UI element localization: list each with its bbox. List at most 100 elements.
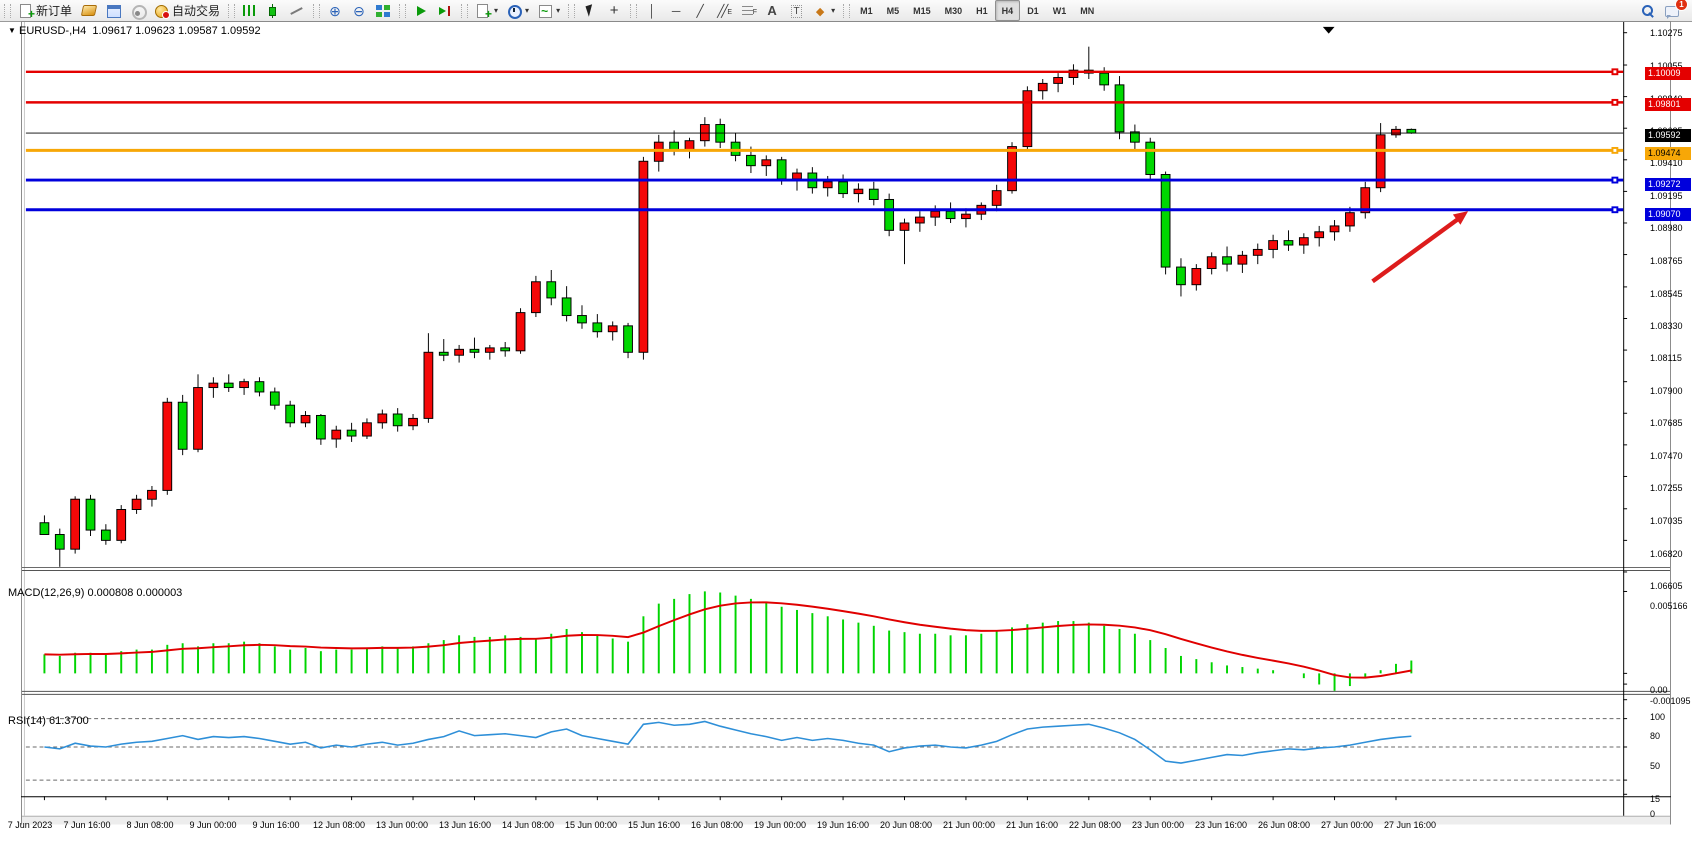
timeframe-d1[interactable]: D1: [1020, 0, 1046, 21]
data-window-button[interactable]: [102, 0, 126, 21]
toolbar-grip[interactable]: [399, 3, 407, 18]
templates-button[interactable]: ▾: [533, 0, 564, 21]
candlestick-chart-icon: [265, 3, 281, 19]
bar-chart-button[interactable]: [238, 0, 261, 21]
auto-scroll-button[interactable]: [409, 0, 433, 21]
toolbar-grip[interactable]: [843, 3, 851, 18]
resistance-line-1-price-tag: 1.10009: [1645, 66, 1691, 80]
time-axis-label: 7 Jun 16:00: [63, 820, 111, 830]
crosshair-button[interactable]: [602, 0, 626, 21]
rsi-axis-label: 50: [1650, 760, 1661, 771]
timeframe-w1[interactable]: W1: [1046, 0, 1074, 21]
zoom-in-button[interactable]: [323, 0, 347, 21]
time-axis-label: 13 Jun 00:00: [375, 820, 429, 830]
timeframe-m5[interactable]: M5: [880, 0, 907, 21]
timeframe-mn[interactable]: MN: [1073, 0, 1101, 21]
resistance-line-2[interactable]: [25, 98, 1624, 106]
trendline-button[interactable]: [688, 0, 712, 21]
text-button[interactable]: [760, 0, 784, 21]
new-order-icon: [18, 3, 35, 22]
indicators-button[interactable]: ▾: [471, 0, 502, 22]
arrows-button[interactable]: ▾: [808, 0, 839, 21]
candlestick-chart-button[interactable]: [261, 0, 285, 21]
vertical-line-button[interactable]: [640, 0, 664, 21]
zoom-out-button[interactable]: [347, 0, 371, 21]
timeframe-m15[interactable]: M15: [906, 0, 938, 21]
pivot-line[interactable]: [25, 146, 1624, 154]
time-axis-label: 12 Jun 08:00: [312, 820, 366, 830]
macd-signal-line: [44, 601, 1412, 679]
fibonacci-button[interactable]: [736, 0, 760, 21]
support-line-1[interactable]: [25, 176, 1624, 184]
toolbar-grip[interactable]: [568, 3, 576, 18]
time-axis-label: 19 Jun 00:00: [753, 820, 807, 830]
time-axis-label: 9 Jun 16:00: [252, 820, 300, 830]
chat-button[interactable]: 1: [1660, 0, 1688, 21]
text-label-button[interactable]: [784, 0, 808, 21]
chevron-down-icon[interactable]: ▾: [494, 6, 499, 15]
auto-trading-button[interactable]: 自动交易: [150, 0, 224, 21]
time-axis-label: 7 Jun 2023: [7, 820, 53, 830]
time-axis-label: 27 Jun 16:00: [1383, 820, 1437, 830]
cursor-icon: [582, 3, 598, 19]
support-line-2[interactable]: [25, 206, 1624, 214]
periods-button[interactable]: ▾: [502, 0, 533, 21]
chart-symbol-period: EURUSD-,H4: [18, 25, 87, 37]
new-order-button[interactable]: 新订单: [14, 0, 76, 22]
search-icon: [1640, 3, 1656, 19]
panel-separator[interactable]: [21, 690, 1670, 695]
chart-ohlc-values: 1.09617 1.09623 1.09587 1.09592: [92, 25, 261, 37]
tile-windows-button[interactable]: [371, 0, 395, 21]
chevron-down-icon[interactable]: ▾: [831, 6, 836, 15]
rsi-axis-label: 15: [1650, 794, 1661, 805]
search-button[interactable]: [1636, 0, 1660, 21]
panel-separator[interactable]: [21, 567, 1670, 571]
timeframe-h1-label: H1: [976, 5, 988, 16]
timeframe-h4[interactable]: H4: [994, 0, 1021, 21]
chevron-down-icon[interactable]: ▾: [525, 6, 530, 15]
time-axis-label: 9 Jun 00:00: [189, 820, 237, 830]
chart-canvas[interactable]: [0, 21, 1692, 845]
chart-window-button[interactable]: [76, 0, 102, 21]
symbol-dropdown-icon[interactable]: ▼: [8, 26, 16, 35]
toolbar-grip[interactable]: [461, 3, 469, 18]
price-axis-label: 1.08545: [1650, 288, 1683, 299]
price-axis-label: 1.07255: [1650, 483, 1683, 494]
text-label-icon: [788, 3, 804, 19]
cursor-button[interactable]: [578, 0, 602, 21]
timeframe-w1-label: W1: [1052, 5, 1067, 16]
equidistant-channel-button[interactable]: [712, 0, 736, 21]
fibonacci-icon: [740, 3, 757, 21]
rsi-value: 61.3700: [48, 715, 89, 727]
bar-chart-icon: [243, 5, 257, 16]
toolbar-grip[interactable]: [313, 3, 321, 18]
zoom-out-icon: [351, 3, 367, 19]
toolbar-grip[interactable]: [228, 3, 236, 18]
auto-trading-button-label: 自动交易: [172, 4, 221, 18]
price-axis-label: 1.10275: [1650, 28, 1683, 38]
chart-window-icon: [80, 5, 98, 16]
line-chart-button[interactable]: [285, 0, 309, 21]
bid-price-line-price-tag: 1.09592: [1645, 129, 1691, 143]
timeframe-m15-label: M15: [913, 5, 931, 16]
toolbar-grip[interactable]: [4, 3, 11, 18]
resistance-line-1[interactable]: [25, 68, 1624, 76]
horizontal-line-button[interactable]: [664, 0, 688, 21]
timeframe-h1[interactable]: H1: [969, 0, 995, 21]
time-axis-label: 8 Jun 08:00: [126, 820, 174, 830]
scroll-marker-icon[interactable]: [1322, 26, 1335, 34]
rsi-axis-label: 80: [1650, 731, 1661, 742]
rsi-name: RSI(14): [8, 715, 46, 727]
price-axis-label: 1.06820: [1650, 548, 1683, 559]
chevron-down-icon[interactable]: ▾: [556, 6, 561, 15]
timeframe-m30[interactable]: M30: [938, 0, 970, 21]
toolbar-grip[interactable]: [630, 3, 638, 18]
time-axis-label: 23 Jun 16:00: [1194, 820, 1248, 830]
signal-button[interactable]: [126, 0, 150, 21]
arrow-annotation[interactable]: [1371, 211, 1469, 284]
chart-shift-button[interactable]: [433, 0, 457, 21]
timeframe-m1[interactable]: M1: [853, 0, 880, 21]
price-axis-label: 1.07470: [1650, 450, 1683, 461]
periods-icon: [506, 3, 523, 19]
